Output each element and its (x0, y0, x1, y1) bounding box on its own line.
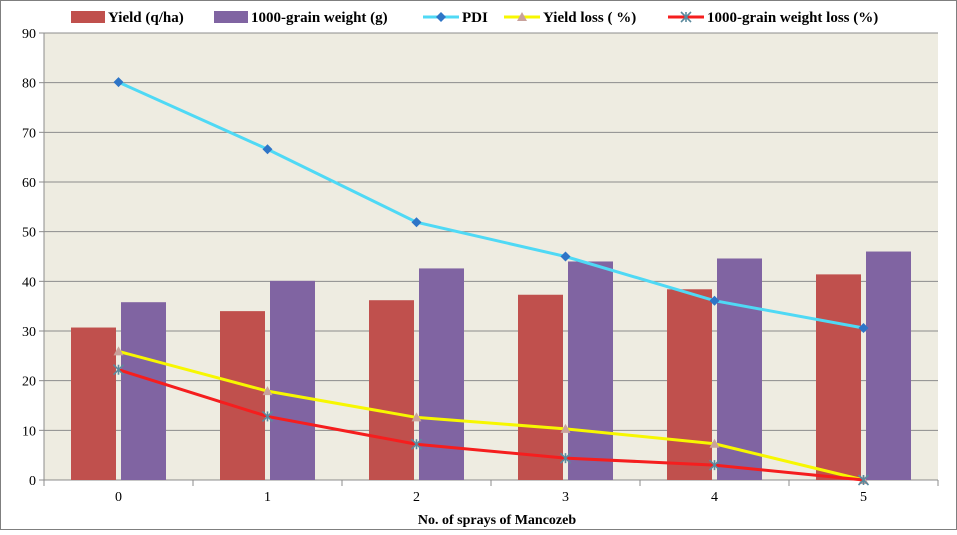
y-tick-label: 30 (22, 325, 36, 340)
bar (717, 258, 762, 480)
bar (270, 280, 315, 480)
point (436, 12, 446, 22)
line-series (112, 77, 870, 486)
x-tick-label: 1 (264, 490, 271, 505)
y-tick-label: 70 (22, 126, 36, 141)
point (112, 364, 125, 376)
point (559, 452, 572, 464)
x-tick-label: 3 (562, 490, 569, 505)
point (261, 410, 274, 422)
bar (667, 289, 712, 480)
y-tick-label: 60 (22, 176, 36, 191)
x-tick-label: 5 (860, 490, 867, 505)
y-tick-label: 40 (22, 275, 36, 290)
series-line (118, 368, 864, 482)
point (113, 346, 124, 356)
point (411, 217, 422, 228)
series-line (117, 80, 864, 330)
point (410, 438, 423, 450)
bar (568, 261, 613, 480)
series-line (118, 349, 864, 482)
point (709, 295, 720, 306)
bar (816, 274, 861, 480)
bar (518, 294, 563, 480)
y-tick-label: 50 (22, 226, 36, 241)
legend-label: 1000-grain weight loss (%) (707, 10, 878, 26)
point (262, 386, 273, 396)
point (262, 144, 273, 155)
legend: Yield (q/ha) 1000-grain weight (g) PDI Yiel… (71, 10, 878, 26)
bar (866, 251, 911, 480)
axes: 0 10 20 30 40 50 60 70 80 90 0 1 2 3 4 5 (22, 27, 939, 505)
point (560, 251, 571, 262)
legend-label: PDI (462, 10, 488, 26)
point (708, 459, 721, 471)
point (560, 423, 571, 433)
legend-swatch (214, 11, 248, 23)
bar (220, 311, 265, 480)
bar (369, 300, 414, 480)
point (411, 412, 422, 422)
bar (71, 327, 116, 480)
y-tick-label: 10 (22, 424, 36, 439)
legend-label: Yield (q/ha) (108, 10, 184, 26)
x-tick-label: 4 (711, 490, 718, 505)
point (517, 12, 527, 21)
legend-label: Yield loss ( %) (543, 10, 636, 26)
point (680, 11, 692, 23)
bar (121, 302, 166, 480)
bar-series (71, 251, 911, 480)
point (709, 438, 720, 448)
legend-swatch (71, 11, 105, 23)
point (857, 474, 870, 486)
y-tick-label: 20 (22, 375, 36, 390)
plot-area (44, 33, 938, 480)
x-axis-title: No. of sprays of Mancozeb (418, 513, 576, 528)
y-tick-label: 0 (29, 474, 36, 489)
legend-label: 1000-grain weight (g) (251, 10, 388, 26)
x-tick-label: 2 (413, 490, 420, 505)
point (113, 77, 124, 88)
y-tick-label: 90 (22, 27, 36, 42)
y-tick-label: 80 (22, 77, 36, 92)
x-tick-label: 0 (115, 490, 122, 505)
point (858, 323, 869, 334)
